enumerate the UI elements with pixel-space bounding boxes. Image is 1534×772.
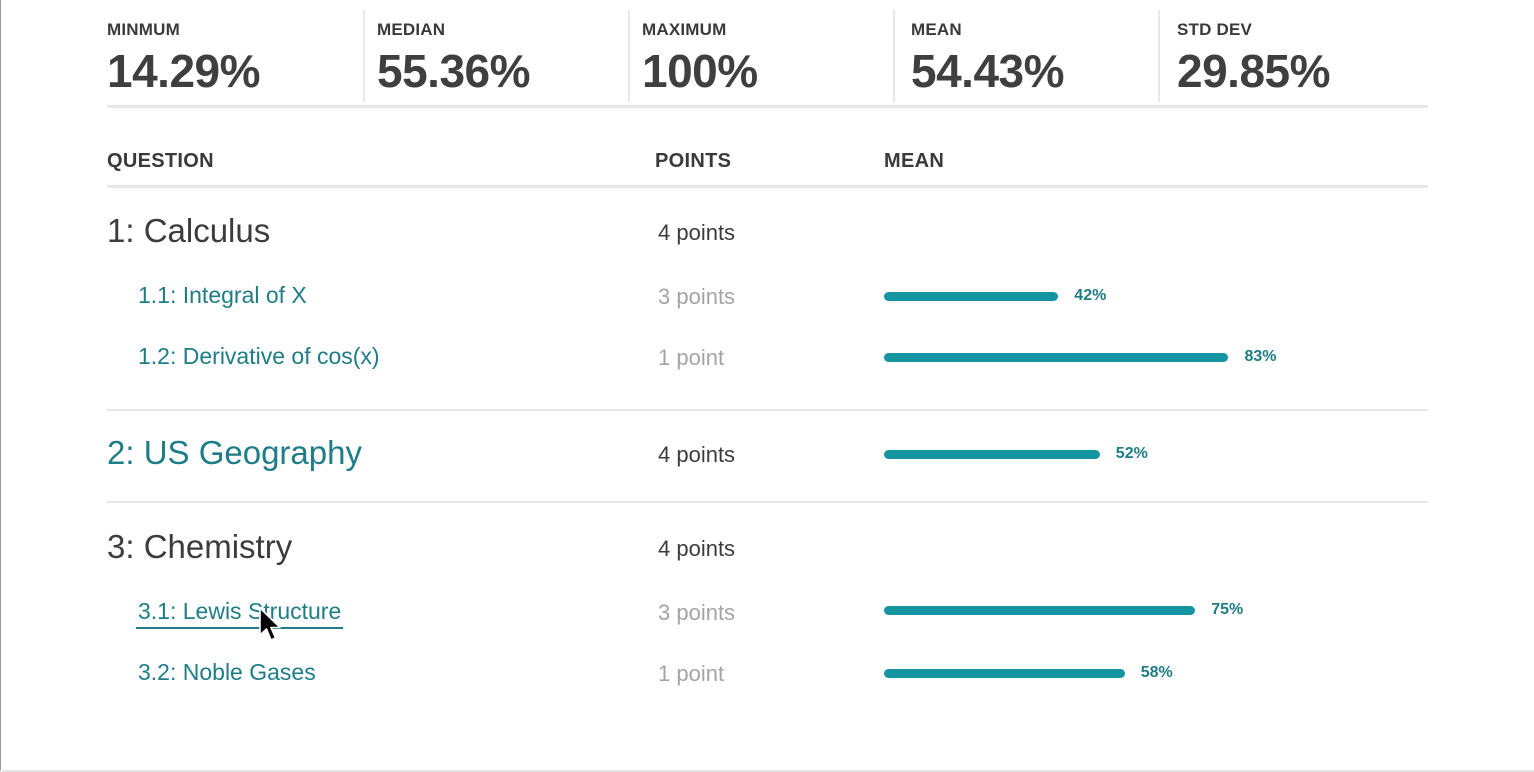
mean-percent: 58%	[1140, 664, 1173, 681]
stat-label: MEAN	[911, 20, 962, 39]
stat-value: 100%	[642, 45, 758, 97]
group-title: 1: Calculus	[107, 212, 271, 249]
window-bottom-edge	[0, 770, 1534, 772]
column-header-points: POINTS	[655, 150, 732, 172]
question-points: 3 points	[658, 600, 736, 625]
stat-mean: MEAN 54.43%	[893, 10, 1158, 102]
question-points: 3 points	[658, 284, 736, 309]
question-points: 1 point	[658, 661, 725, 686]
mean-percent: 75%	[1211, 601, 1244, 618]
stat-std-dev: STD DEV 29.85%	[1158, 10, 1428, 102]
mean-percent: 83%	[1244, 348, 1277, 365]
mean-percent: 42%	[1074, 287, 1107, 304]
stat-label: MAXIMUM	[642, 20, 727, 39]
window-edge	[0, 0, 1, 772]
mean-bar	[884, 606, 1196, 615]
stat-value: 54.43%	[911, 45, 1065, 97]
mean-percent: 52%	[1115, 445, 1148, 462]
group-title: 3: Chemistry	[107, 528, 293, 565]
question-link[interactable]: 3.1: Lewis Structure	[136, 598, 344, 629]
group-divider	[107, 409, 1428, 411]
stat-median: MEDIAN 55.36%	[363, 10, 628, 102]
question-link[interactable]: 3.2: Noble Gases	[138, 659, 316, 685]
stat-value: 14.29%	[107, 45, 261, 97]
stat-label: MINMUM	[107, 20, 180, 39]
column-header-mean: MEAN	[884, 150, 945, 172]
stat-value: 55.36%	[377, 45, 531, 97]
mouse-pointer-icon	[259, 607, 281, 641]
group-points: 4 points	[658, 220, 736, 245]
question-link[interactable]: 1.2: Derivative of cos(x)	[138, 343, 380, 369]
column-header-question: QUESTION	[107, 150, 214, 172]
mean-bar	[884, 353, 1229, 362]
group-divider	[107, 501, 1428, 503]
mean-bar	[884, 292, 1059, 301]
group-title-link[interactable]: 2: US Geography	[107, 434, 362, 471]
group-points: 4 points	[658, 442, 736, 467]
stat-maximum: MAXIMUM 100%	[628, 10, 893, 102]
mean-bar	[884, 450, 1100, 459]
stat-label: MEDIAN	[377, 20, 446, 39]
summary-stats: MINMUM 14.29% MEDIAN 55.36% MAXIMUM 100%…	[107, 10, 1428, 108]
stat-value: 29.85%	[1177, 45, 1331, 97]
question-points: 1 point	[658, 345, 725, 370]
group-points: 4 points	[658, 536, 736, 561]
mean-bar	[884, 669, 1125, 678]
stat-minimum: MINMUM 14.29%	[107, 10, 363, 102]
table-header: QUESTION POINTS MEAN	[107, 148, 1428, 188]
question-link[interactable]: 1.1: Integral of X	[138, 282, 307, 308]
stat-label: STD DEV	[1177, 20, 1253, 39]
